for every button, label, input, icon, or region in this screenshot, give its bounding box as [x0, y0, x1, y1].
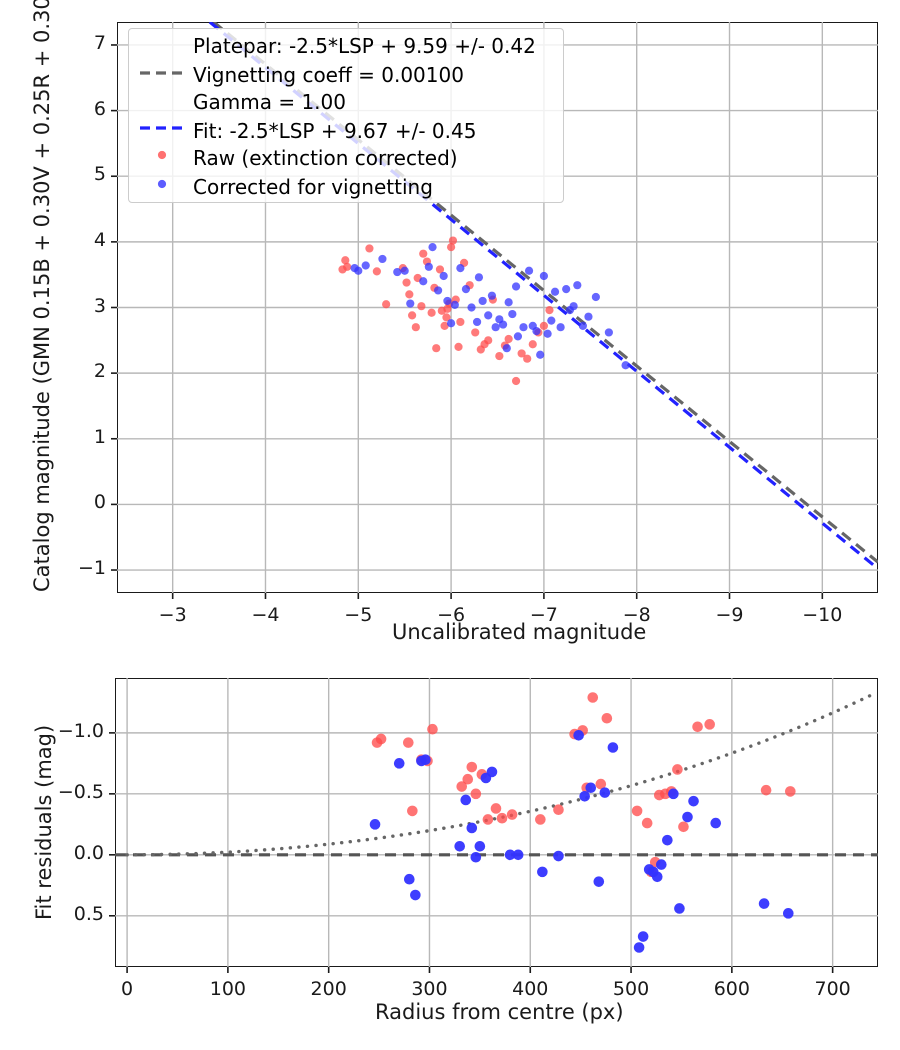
- calibration-points-corrected: [350, 243, 630, 370]
- calibration-legend: [128, 28, 564, 203]
- ax1-ytick-label: 2: [93, 360, 106, 383]
- ax2-xtick-label: 300: [411, 978, 448, 1000]
- ax1-ytick-label: 7: [93, 31, 106, 54]
- ax1-xtick-label: −6: [437, 604, 466, 626]
- ax2-xtick-label: 400: [512, 978, 549, 1000]
- ax2-ytick-label: −0.5: [57, 780, 104, 803]
- ax1-xtick-label: −7: [529, 604, 558, 626]
- ax1-xtick-label: −5: [344, 604, 373, 626]
- residuals-vignetting-curve: [125, 690, 878, 857]
- ax1-xtick-label: −8: [622, 604, 651, 626]
- legend-symbols: [140, 71, 184, 189]
- ax2-xtick-label: 200: [310, 978, 347, 1000]
- ax1-ytick-label: 5: [93, 163, 106, 186]
- ax1-xtick-label: −4: [251, 604, 280, 626]
- legend-vignetting-coeff: Vignetting coeff = 0.00100: [193, 63, 464, 87]
- ax2-ytick-label: 0.0: [73, 841, 104, 864]
- ax2-xtick-label: 0: [121, 978, 134, 1000]
- ax1-ytick-label: −1: [77, 557, 106, 580]
- ax1-xtick-label: −3: [158, 604, 187, 626]
- ax1-ticks: [111, 44, 824, 599]
- residuals-points-corrected: [369, 730, 794, 953]
- residuals-y-axis-label: Fit residuals (mag): [32, 724, 56, 920]
- ax1-ytick-label: 6: [93, 97, 106, 120]
- legend-raw-series: Raw (extinction corrected): [193, 146, 458, 170]
- ax2-ticks: [109, 732, 834, 973]
- legend-corrected-series: Corrected for vignetting: [193, 175, 433, 199]
- ax1-ytick-label: 1: [93, 425, 106, 448]
- ax2-gridlines: [115, 678, 878, 967]
- ax1-xtick-label: −10: [802, 604, 843, 626]
- legend-gamma: Gamma = 1.00: [193, 90, 346, 114]
- ax1-xtick-label: −9: [715, 604, 744, 626]
- ax2-ytick-label: 0.5: [73, 902, 104, 925]
- ax1-ytick-label: 4: [93, 228, 106, 251]
- calibration-x-axis-label: Uncalibrated magnitude: [392, 620, 647, 644]
- ax1-ytick-label: 0: [93, 491, 106, 514]
- ax1-ytick-label: 3: [93, 294, 106, 317]
- ax2-ytick-label: −1.0: [57, 719, 104, 742]
- residuals-plot-frame: [115, 678, 878, 967]
- ax2-xtick-label: 500: [612, 978, 650, 1000]
- residuals-x-axis-label: Radius from centre (px): [375, 1000, 624, 1024]
- legend-platepar-text: Platepar: -2.5*LSP + 9.59 +/- 0.42: [193, 34, 536, 58]
- ax2-xtick-label: 600: [713, 978, 750, 1000]
- legend-fit: Fit: -2.5*LSP + 9.67 +/- 0.45: [193, 119, 477, 143]
- ax2-xtick-label: 100: [209, 978, 247, 1000]
- ax2-xtick-label: 700: [814, 978, 851, 1000]
